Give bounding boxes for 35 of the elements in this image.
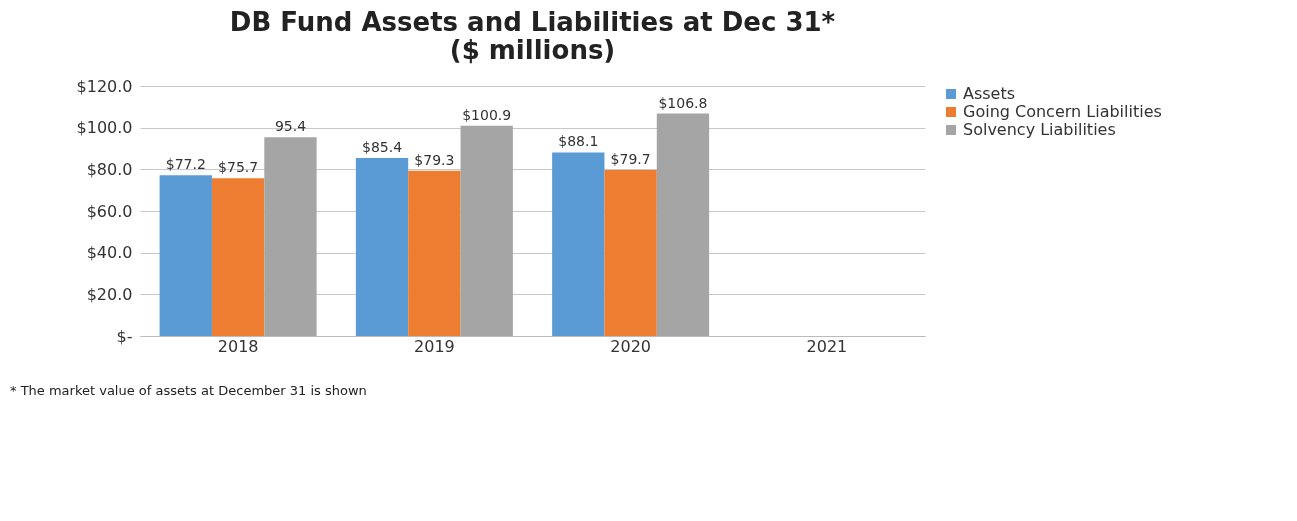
x-tick-label: 2018 — [217, 336, 259, 356]
bar — [355, 158, 409, 336]
data-label: $88.1 — [558, 133, 599, 150]
y-tick-label: $- — [116, 326, 133, 346]
bar — [604, 169, 657, 336]
x-tick-label: 2019 — [414, 336, 455, 356]
y-tick-label: $20.0 — [86, 284, 133, 304]
text: * The market value of assets at December 31 is shown — [10, 383, 367, 398]
legend-label: Assets — [963, 84, 1016, 103]
bar — [460, 125, 513, 336]
bar — [656, 113, 710, 336]
legend-label: Solvency Liabilities — [963, 120, 1116, 139]
data-label: $106.8 — [658, 94, 708, 111]
y-tick-label: $120.0 — [76, 76, 133, 96]
text: ($ millions) — [449, 35, 616, 65]
bar — [211, 178, 265, 336]
bar — [264, 137, 317, 336]
y-tick-label: $80.0 — [86, 159, 133, 179]
data-label: $85.4 — [361, 139, 403, 156]
legend-label: Going Concern Liabilities — [963, 102, 1162, 121]
bar — [159, 175, 212, 336]
y-tick-label: $40.0 — [86, 243, 133, 263]
x-tick-label: 2021 — [806, 336, 848, 356]
bar — [408, 170, 461, 336]
data-label: $79.3 — [414, 151, 455, 168]
data-label: $100.9 — [462, 106, 512, 123]
data-label: $77.2 — [165, 156, 206, 173]
data-label: $75.7 — [218, 159, 259, 176]
x-tick-label: 2020 — [610, 336, 651, 356]
y-tick-label: $60.0 — [86, 201, 133, 221]
data-label: 95.4 — [274, 118, 307, 135]
text: DB Fund Assets and Liabilities at Dec 31* — [229, 7, 836, 37]
y-tick-label: $100.0 — [76, 118, 133, 138]
bar — [552, 152, 605, 336]
data-label: $79.7 — [610, 150, 651, 167]
